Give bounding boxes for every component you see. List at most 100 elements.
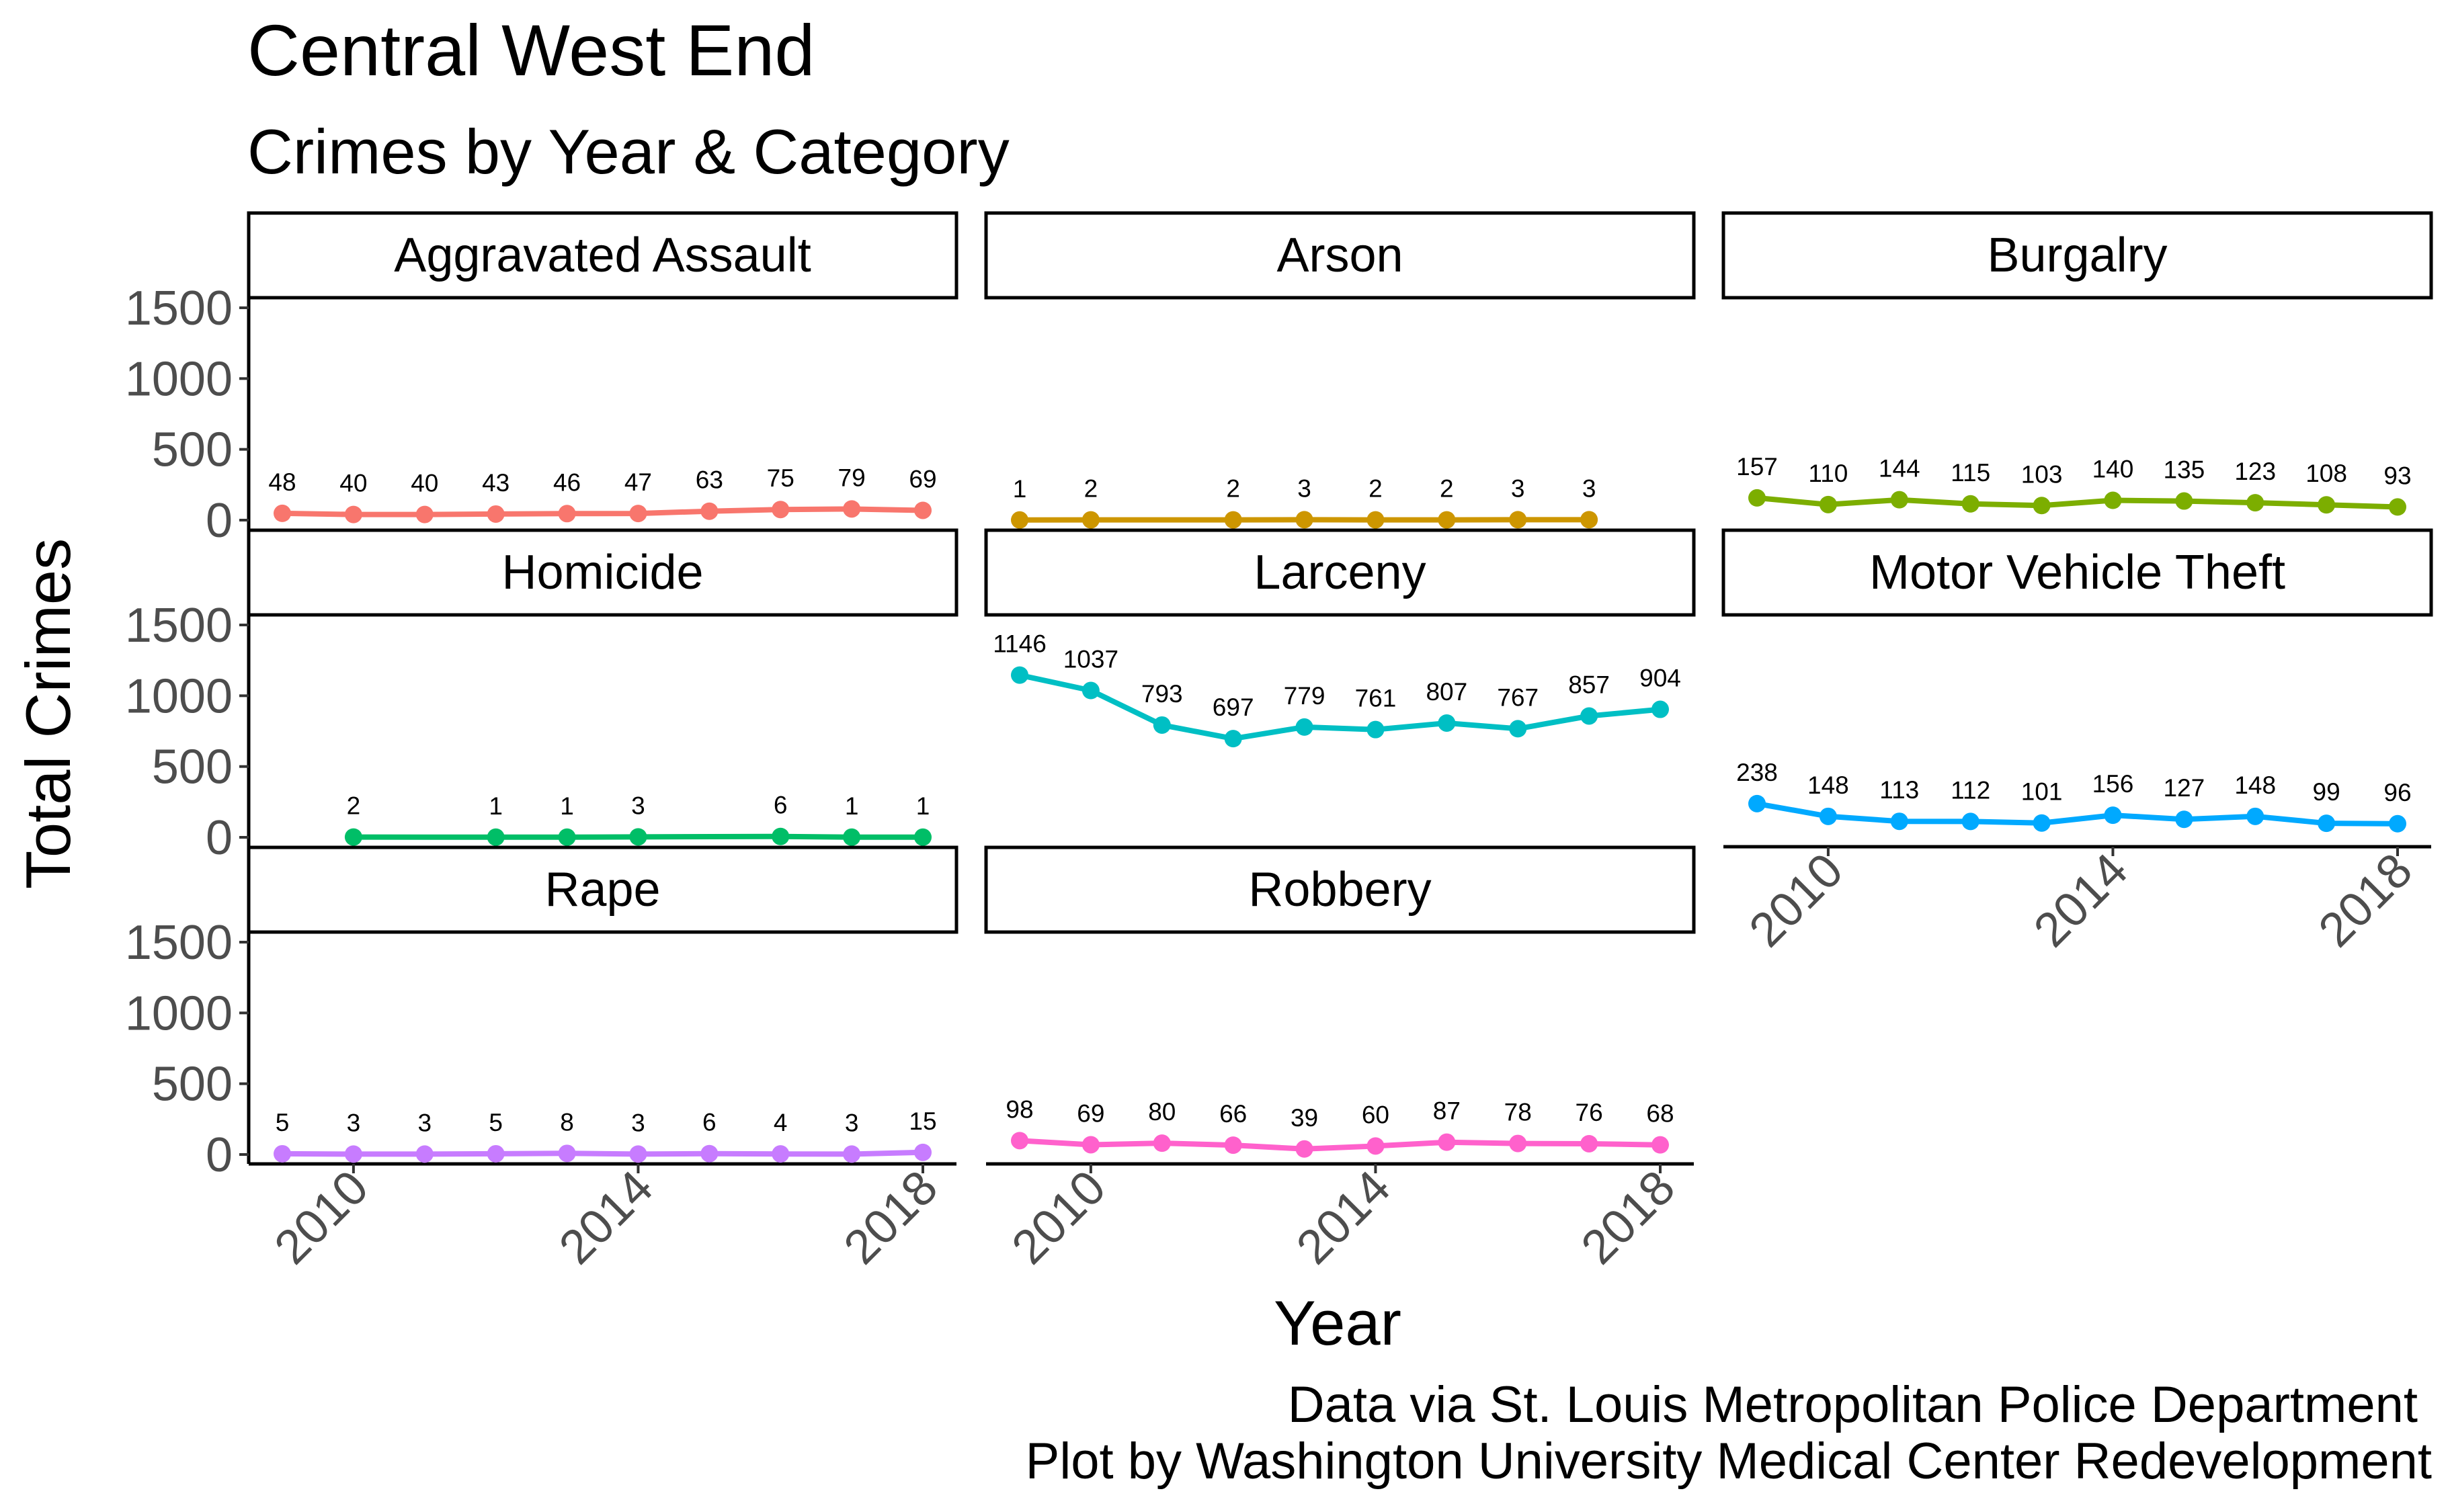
data-label: 3 — [1297, 474, 1311, 502]
data-label: 69 — [1077, 1099, 1104, 1127]
y-tick-label: 1500 — [125, 916, 233, 970]
data-point — [2318, 814, 2336, 833]
data-point — [344, 1145, 362, 1163]
data-label: 76 — [1576, 1099, 1603, 1126]
data-point — [415, 505, 434, 523]
data-point — [2175, 810, 2193, 829]
data-label: 1 — [916, 792, 930, 820]
data-label: 115 — [1951, 459, 1990, 487]
data-point — [1153, 716, 1171, 734]
data-point — [1509, 1134, 1527, 1152]
y-tick-label: 1000 — [125, 669, 233, 723]
data-label: 148 — [1807, 771, 1849, 799]
data-label: 5 — [489, 1109, 503, 1136]
data-point — [487, 505, 505, 523]
data-point — [1081, 511, 1100, 529]
panel-aggravated-assault: Aggravated Assault 0 500 1000 1500 48 40 40 43 46… — [125, 211, 958, 548]
strip-box — [247, 211, 958, 300]
data-label: 2 — [1440, 475, 1454, 503]
data-point — [2033, 814, 2051, 832]
strip-label: Motor Vehicle Theft — [1869, 546, 2285, 599]
panel-larceny: Larceny 1146 1037 793 697 779 761 807 767 857 904 — [984, 528, 1696, 748]
data-point — [1224, 511, 1242, 529]
data-label: 3 — [347, 1109, 361, 1136]
data-point — [1295, 1140, 1313, 1158]
y-tick-label: 1000 — [125, 352, 233, 406]
y-tick-label: 500 — [152, 1058, 233, 1111]
data-point — [1366, 511, 1385, 529]
caption-source: Data via St. Louis Metropolitan Police D… — [1288, 1376, 2418, 1433]
x-tick-label: 2018 — [2308, 843, 2422, 958]
data-point — [1153, 1134, 1171, 1152]
data-point — [1961, 495, 1979, 513]
caption-credit: Plot by Washington University Medical Ce… — [1026, 1433, 2432, 1490]
data-label: 3 — [1511, 474, 1525, 502]
data-label: 3 — [631, 1109, 645, 1136]
panel-arson: Arson 1 2 2 3 2 2 3 3 — [984, 211, 1696, 529]
data-label: 2 — [1084, 475, 1098, 503]
data-point — [1748, 794, 1766, 812]
data-label: 108 — [2305, 460, 2347, 487]
data-label: 3 — [417, 1109, 432, 1136]
data-point — [1438, 714, 1456, 732]
strip-label: Burgalry — [1987, 228, 2167, 282]
data-label: 66 — [1219, 1100, 1247, 1128]
y-tick-label: 1500 — [125, 599, 233, 653]
data-label: 69 — [909, 465, 936, 493]
data-label: 793 — [1141, 680, 1183, 708]
data-point — [700, 502, 719, 520]
data-point — [914, 501, 932, 519]
data-label: 767 — [1497, 683, 1539, 711]
data-point — [274, 1144, 291, 1163]
strip-label: Arson — [1276, 228, 1403, 282]
data-label: 697 — [1213, 694, 1254, 721]
data-label: 135 — [2163, 456, 2205, 484]
panel-rape: Rape 0 500 1000 1500 2010 2014 2018 5 3 3 5 8 3 6 4 3 15 — [125, 845, 958, 1275]
data-point — [2389, 814, 2406, 833]
data-label: 1 — [560, 792, 574, 820]
data-point — [914, 1143, 932, 1161]
data-label: 127 — [2163, 774, 2205, 802]
data-point — [274, 504, 291, 522]
data-point — [1011, 1132, 1028, 1150]
series-line-larceny — [1019, 672, 1661, 742]
data-label: 2 — [347, 792, 361, 820]
data-label: 2 — [1369, 475, 1383, 503]
data-point — [700, 1144, 719, 1163]
panel-robbery: Robbery 2010 2014 2018 98 69 80 66 39 60 87 78 76 68 — [984, 845, 1696, 1275]
data-label: 2 — [1226, 475, 1240, 503]
data-point — [558, 1144, 576, 1163]
data-point — [1011, 666, 1028, 684]
data-point — [1011, 511, 1028, 529]
data-label: 761 — [1355, 685, 1397, 712]
data-point — [1366, 720, 1385, 739]
strip-box — [247, 528, 958, 617]
data-label: 96 — [2383, 779, 2411, 806]
chart-title: Central West End — [247, 9, 815, 91]
strip-box — [1721, 211, 2433, 300]
data-point — [843, 828, 861, 846]
data-label: 238 — [1736, 759, 1778, 786]
data-point — [1580, 707, 1598, 725]
data-point — [1366, 1137, 1385, 1155]
data-label: 48 — [268, 468, 296, 496]
data-label: 79 — [838, 464, 866, 491]
x-tick-label: 2014 — [1287, 1161, 1401, 1275]
series-line-motor-vehicle-theft — [1756, 800, 2398, 827]
strip-label: Larceny — [1254, 546, 1426, 599]
data-label: 8 — [560, 1108, 574, 1136]
data-label: 123 — [2234, 458, 2276, 485]
data-point — [2389, 498, 2406, 516]
data-point — [2104, 491, 2122, 509]
data-label: 47 — [624, 468, 652, 496]
data-label: 99 — [2313, 778, 2340, 806]
data-label: 103 — [2021, 460, 2063, 488]
strip-box — [1721, 528, 2433, 617]
data-point — [629, 1145, 647, 1163]
data-label: 15 — [909, 1107, 936, 1135]
data-label: 3 — [845, 1109, 859, 1136]
data-label: 46 — [553, 468, 581, 496]
x-tick-label: 2018 — [833, 1161, 948, 1275]
data-point — [558, 828, 576, 846]
